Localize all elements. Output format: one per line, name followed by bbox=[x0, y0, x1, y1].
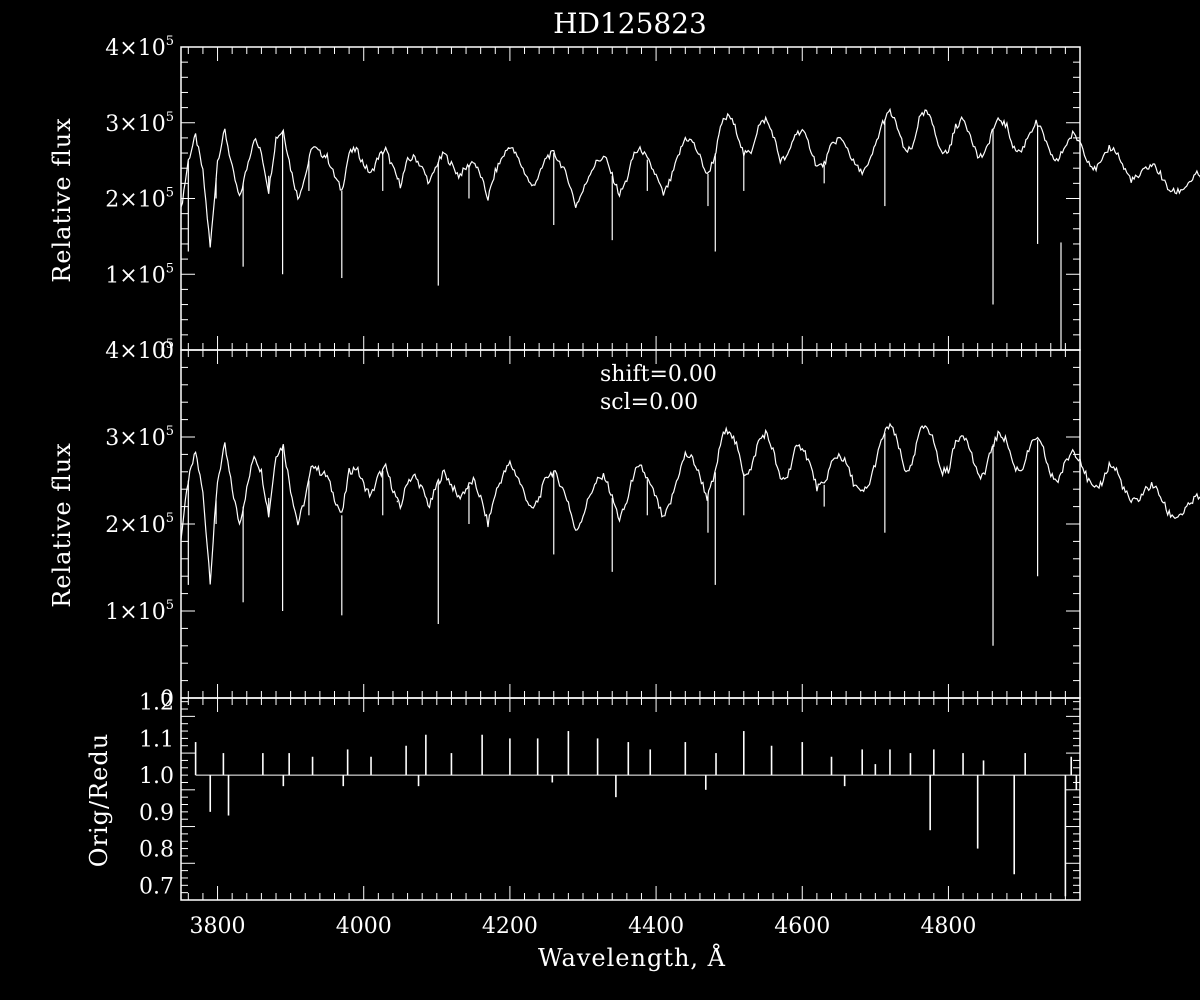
top-ytick-label: 2×105 bbox=[105, 186, 174, 213]
top-y-axis-label: Relative flux bbox=[48, 117, 76, 283]
bot-ytick-label: 0.8 bbox=[139, 838, 174, 863]
mid-ytick-label: 2×105 bbox=[105, 511, 174, 538]
top-ytick-label: 1×105 bbox=[105, 261, 174, 288]
x-tick-label: 3800 bbox=[190, 914, 246, 939]
top-spectrum-line bbox=[180, 107, 1200, 248]
x-tick-label: 4000 bbox=[336, 914, 392, 939]
bot-ytick-label: 0.9 bbox=[139, 801, 174, 826]
bottom-y-axis-label: Orig/Redu bbox=[85, 733, 113, 867]
bot-ytick-label: 0.7 bbox=[139, 874, 174, 899]
x-axis-label: Wavelength, Å bbox=[538, 943, 726, 972]
top-ytick-label: 0 bbox=[160, 339, 174, 364]
panel-top-frame bbox=[180, 46, 1081, 351]
chart-title: HD125823 bbox=[553, 7, 707, 40]
x-tick-label: 4600 bbox=[774, 914, 830, 939]
panel-bottom-frame bbox=[180, 697, 1081, 901]
panel-bottom: 0.7 0.8 0.9 1.0 1.1 1.2 Orig/Redu bbox=[85, 691, 1081, 901]
x-tick-label: 4400 bbox=[628, 914, 684, 939]
top-ytick-label: 3×105 bbox=[105, 110, 174, 137]
x-tick-label: 4200 bbox=[482, 914, 538, 939]
top-ytick-label: 4×105 bbox=[105, 34, 174, 61]
scl-annotation: scl=0.00 bbox=[600, 390, 698, 415]
middle-spectrum-line bbox=[180, 422, 1200, 585]
mid-ytick-label: 3×105 bbox=[105, 424, 174, 451]
mid-ytick-label: 1×105 bbox=[105, 598, 174, 625]
bot-ytick-label: 1.2 bbox=[139, 691, 174, 716]
mid-ytick-label: 4×105 bbox=[105, 337, 174, 364]
shift-annotation: shift=0.00 bbox=[600, 362, 717, 387]
bot-ytick-label: 1.0 bbox=[139, 764, 174, 789]
x-tick-label: 4800 bbox=[920, 914, 976, 939]
panel-middle: 0 1×105 2×105 3×105 4×105 Relative flux shif… bbox=[48, 337, 1200, 712]
bot-ytick-label: 1.1 bbox=[139, 727, 174, 752]
panel-top: 0 1×105 2×105 3×105 4×105 Relative flux bbox=[48, 34, 1200, 364]
mid-ytick-label: 0 bbox=[160, 687, 174, 712]
middle-y-axis-label: Relative flux bbox=[48, 442, 76, 608]
